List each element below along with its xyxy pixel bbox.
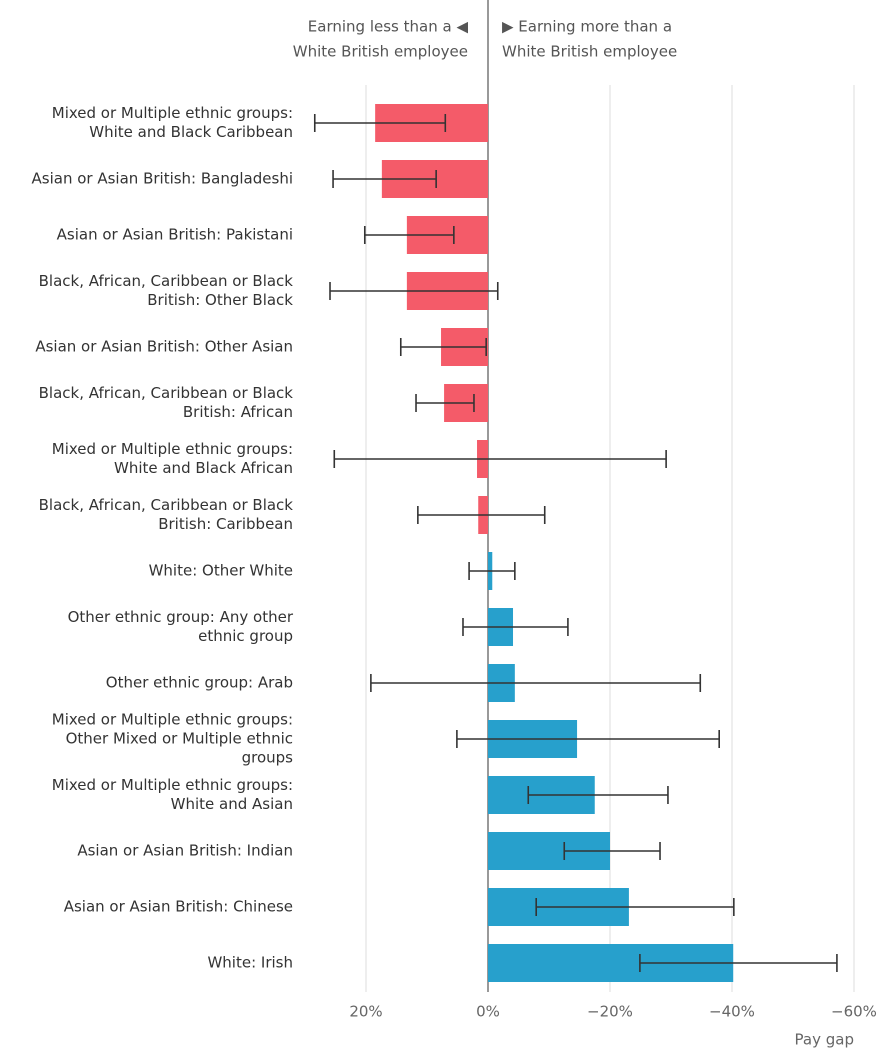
annotation: ▶ Earning more than a	[502, 18, 672, 36]
x-tick-label: 0%	[476, 1003, 500, 1021]
category-label: Mixed or Multiple ethnic groups:	[52, 711, 293, 729]
x-axis-label: Pay gap	[795, 1031, 854, 1049]
category-label: White and Asian	[171, 795, 293, 813]
category-label: Black, African, Caribbean or Black	[39, 496, 294, 514]
category-label: Asian or Asian British: Other Asian	[35, 338, 293, 356]
category-label: White and Black Caribbean	[89, 123, 293, 141]
category-label: British: African	[183, 403, 293, 421]
annotation: White British employee	[293, 43, 468, 61]
category-label: Black, African, Caribbean or Black	[39, 272, 294, 290]
x-tick-label: −40%	[709, 1003, 755, 1021]
category-label: Other Mixed or Multiple ethnic	[66, 730, 293, 748]
x-tick-label: −60%	[831, 1003, 877, 1021]
category-label: Mixed or Multiple ethnic groups:	[52, 440, 293, 458]
category-label: ethnic group	[198, 627, 293, 645]
category-label: British: Other Black	[147, 291, 293, 309]
category-label: Other ethnic group: Any other	[68, 608, 294, 626]
category-label: Asian or Asian British: Indian	[77, 842, 293, 860]
annotation: Earning less than a ◀	[308, 18, 469, 36]
category-label: White and Black African	[114, 459, 293, 477]
category-label: groups	[242, 749, 294, 767]
x-tick-label: 20%	[349, 1003, 382, 1021]
category-label: Mixed or Multiple ethnic groups:	[52, 776, 293, 794]
category-label: White: Irish	[207, 954, 293, 972]
annotation: White British employee	[502, 43, 677, 61]
category-label: Asian or Asian British: Chinese	[64, 898, 293, 916]
x-tick-label: −20%	[587, 1003, 633, 1021]
category-label: Mixed or Multiple ethnic groups:	[52, 104, 293, 122]
category-label: Asian or Asian British: Pakistani	[57, 226, 293, 244]
category-label: Other ethnic group: Arab	[106, 674, 293, 692]
category-label: British: Caribbean	[158, 515, 293, 533]
category-label: Asian or Asian British: Bangladeshi	[32, 170, 293, 188]
category-label: Black, African, Caribbean or Black	[39, 384, 294, 402]
category-label: White: Other White	[149, 562, 293, 580]
